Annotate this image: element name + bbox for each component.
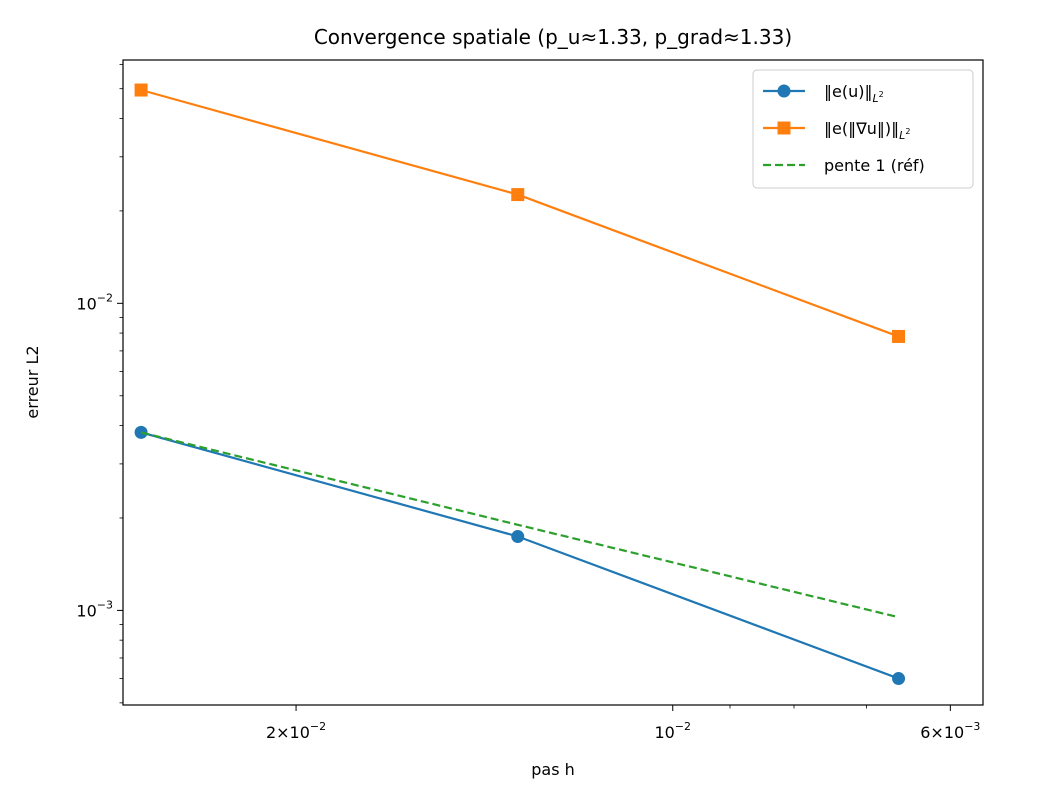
series-point: [134, 425, 148, 439]
y-axis-label: erreur L2: [23, 345, 42, 418]
series-line: [140, 431, 899, 619]
x-tick-label-exponent: −2: [310, 720, 326, 733]
series-point: [892, 329, 906, 343]
legend-label-subscript: L: [899, 129, 905, 142]
series-point: [892, 672, 906, 686]
x-tick-label-mantissa: 10: [654, 723, 674, 742]
y-tick-label-exponent: −2: [97, 291, 113, 304]
x-tick-label-mantissa: 6×10: [920, 723, 964, 742]
y-tick-label-exponent: −3: [97, 598, 113, 611]
legend-label-main: ‖e(u)‖: [824, 82, 872, 101]
legend-swatch-marker: [777, 121, 791, 135]
x-tick-label-exponent: −2: [675, 720, 691, 733]
legend-box: [752, 69, 974, 189]
x-tick-label-exponent: −3: [964, 720, 980, 733]
legend-label-superscript: 2: [905, 127, 910, 136]
x-axis-label: pas h: [531, 760, 575, 779]
y-tick-label: 10−3: [76, 598, 113, 620]
y-tick-label-mantissa: 10: [76, 601, 96, 620]
plot-area-frame: [122, 59, 984, 706]
x-tick-label: 10−2: [654, 720, 691, 742]
legend-label: pente 1 (réf): [824, 156, 925, 175]
series-point: [134, 83, 148, 97]
legend-label-subscript: L: [872, 92, 878, 105]
legend-label-main: pente 1 (réf): [824, 156, 925, 175]
legend-label-main: ‖e(‖∇u‖)‖: [824, 119, 899, 138]
legend-label-superscript: 2: [879, 90, 884, 99]
legend-label: ‖e(‖∇u‖)‖L2: [824, 119, 910, 142]
series-point: [511, 188, 525, 202]
series-layer: [134, 83, 906, 686]
x-tick-label: 2×10−2: [266, 720, 326, 742]
legend-swatch-marker: [777, 84, 791, 98]
chart-title: Convergence spatiale (p_u≈1.33, p_grad≈1…: [314, 25, 792, 49]
series-point: [511, 530, 525, 544]
y-tick-label: 10−2: [76, 291, 113, 313]
x-tick-label: 6×10−3: [920, 720, 980, 742]
legend-label: ‖e(u)‖L2: [824, 82, 884, 105]
x-tick-label-mantissa: 2×10: [266, 723, 310, 742]
y-tick-label-mantissa: 10: [76, 294, 96, 313]
axis-layer: 2×10−2 10−2 6×10−310−210−3: [76, 63, 980, 742]
